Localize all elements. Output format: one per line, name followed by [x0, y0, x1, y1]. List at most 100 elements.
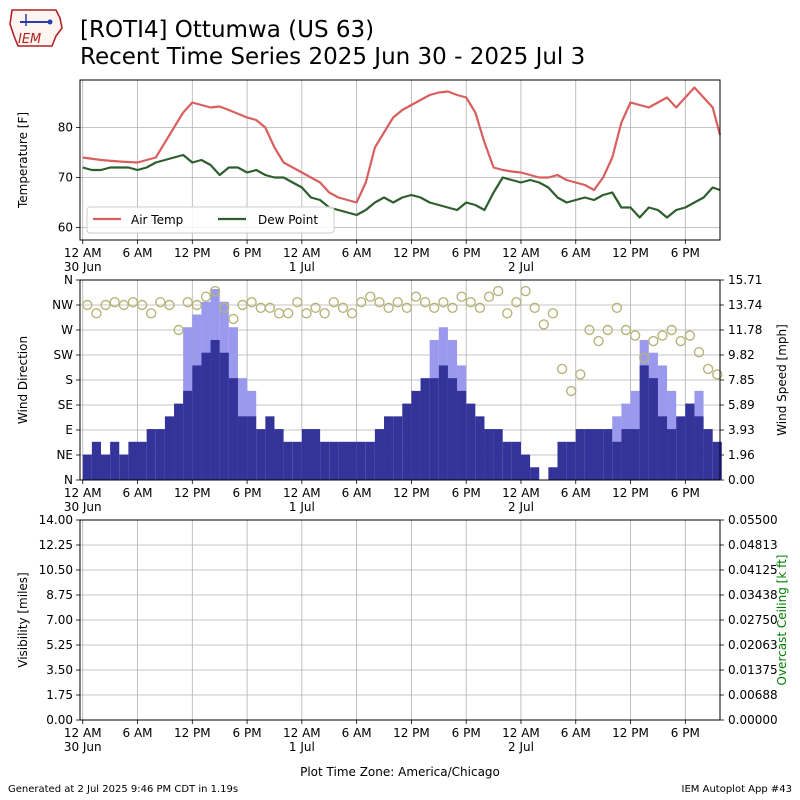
y2-tick-label: 3.93: [728, 423, 755, 437]
wind-speed-bar: [712, 441, 722, 480]
dew-point-line: [82, 153, 721, 219]
wind-direction-point: [319, 308, 330, 319]
wind-direction-point: [127, 297, 139, 308]
wind-direction-point: [109, 297, 120, 308]
wind-speed-bar: [594, 429, 604, 480]
wind-speed-bar: [329, 441, 339, 480]
wind-direction-point: [273, 308, 285, 319]
generated-note: Generated at 2 Jul 2025 9:46 PM CDT in 1…: [8, 784, 239, 795]
wind-direction-point: [429, 302, 440, 313]
y2-tick-label: 0.00: [728, 473, 755, 487]
x-axis-label: Plot Time Zone: America/Chicago: [300, 765, 500, 779]
y-tick-label: 12.25: [39, 538, 73, 552]
y2-tick-label: 13.74: [728, 298, 762, 312]
x-tick-label: 6 PM: [233, 486, 262, 500]
y2-tick-label: 0.04813: [728, 538, 778, 552]
x-tick-label: 6 AM: [123, 726, 153, 740]
y2-tick-label: 0.00688: [728, 688, 778, 702]
y-tick-label: 10.50: [39, 563, 73, 577]
x-tick-label: 12 AM: [283, 246, 321, 260]
wind-speed-bar: [210, 339, 220, 480]
x-tick-label: 6 AM: [123, 486, 153, 500]
chart-subtitle: Recent Time Series 2025 Jun 30 - 2025 Ju…: [80, 44, 586, 70]
wind-speed-bar: [694, 416, 704, 480]
wind-direction-point: [648, 335, 659, 347]
y2-tick-label: 0.02063: [728, 638, 778, 652]
x-tick-label: 12 PM: [612, 726, 649, 740]
chart-title: [ROTI4] Ottumwa (US 63): [80, 17, 375, 43]
wind-direction-point: [209, 285, 221, 297]
wind-direction-point: [383, 302, 394, 313]
wind-direction-point: [657, 330, 668, 341]
x-tick-sublabel: 30 Jun: [64, 260, 102, 274]
x-tick-label: 12 AM: [64, 246, 102, 260]
y-tick-label: NE: [56, 448, 73, 462]
wind-speed-bar: [475, 416, 485, 480]
wind-speed-bar: [338, 441, 348, 480]
wind-direction-point: [438, 297, 449, 308]
y-tick-label: N: [64, 473, 73, 487]
wind-speed-bar: [438, 365, 448, 480]
wind-direction-point: [219, 302, 230, 313]
wind-speed-bar: [247, 416, 257, 480]
x-tick-label: 12 AM: [502, 486, 540, 500]
wind-speed-bar: [274, 429, 284, 480]
x-tick-sublabel: 1 Jul: [289, 260, 315, 274]
wind-speed-bar: [411, 390, 421, 480]
wind-speed-bar: [283, 441, 293, 480]
wind-speed-bar: [347, 441, 357, 480]
wind-direction-point: [529, 302, 540, 313]
wind-speed-bar: [557, 441, 567, 480]
x-tick-label: 6 PM: [233, 246, 262, 260]
wind-direction-point: [511, 297, 522, 308]
wind-speed-bar: [100, 454, 111, 480]
wind-speed-bar: [82, 454, 92, 480]
wind-direction-point: [401, 302, 413, 313]
x-tick-label: 12 AM: [283, 486, 321, 500]
wind-speed-bar: [91, 441, 101, 480]
y-tick-label: W: [61, 323, 73, 337]
wind-speed-bar: [201, 352, 211, 480]
x-tick-label: 6 PM: [233, 726, 262, 740]
wind-direction-point: [410, 291, 422, 302]
wind-direction-point: [355, 297, 367, 308]
y-tick-label: 0.00: [46, 713, 73, 727]
y2-tick-label: 9.82: [728, 348, 755, 362]
wind-speed-bar: [265, 416, 275, 480]
wind-direction-point: [91, 308, 102, 319]
wind-direction-point: [629, 330, 641, 341]
x-tick-label: 12 AM: [502, 246, 540, 260]
wind-speed-bar: [420, 378, 430, 480]
wind-direction-point: [155, 297, 166, 308]
y-tick-label: SE: [58, 398, 73, 412]
wind-speed-bar: [621, 429, 631, 480]
y2-tick-label: 0.05500: [728, 513, 778, 527]
wind-direction-point: [538, 319, 549, 330]
app-id: IEM Autoplot App #43: [681, 784, 792, 795]
wind-direction-point: [474, 302, 486, 313]
wind-speed-bar: [639, 365, 649, 480]
wind-direction-point: [191, 299, 203, 311]
legend-label-air-temp: Air Temp: [131, 213, 183, 227]
wind-speed-bar: [429, 378, 439, 480]
wind-direction-point: [301, 308, 312, 319]
wind-direction-point: [228, 313, 239, 325]
x-tick-sublabel: 30 Jun: [64, 740, 102, 754]
wind-direction-point: [502, 308, 513, 319]
wind-speed-bar: [493, 429, 503, 480]
wind-direction-point: [100, 299, 111, 311]
x-tick-label: 12 PM: [174, 246, 211, 260]
wind-direction-point: [693, 347, 705, 358]
wind-speed-bar: [703, 429, 713, 480]
y-tick-label: SW: [54, 348, 74, 362]
wind-direction-point: [237, 299, 248, 311]
x-tick-sublabel: 2 Jul: [508, 740, 534, 754]
x-tick-label: 6 PM: [671, 246, 700, 260]
y2-tick-label: 0.01375: [728, 663, 778, 677]
wind-direction-point: [639, 352, 650, 363]
wind-direction-point: [419, 297, 431, 308]
wind-direction-point: [666, 324, 677, 336]
wind-speed-bar: [566, 441, 576, 480]
y-tick-label: E: [65, 423, 73, 437]
x-tick-sublabel: 30 Jun: [64, 500, 102, 514]
